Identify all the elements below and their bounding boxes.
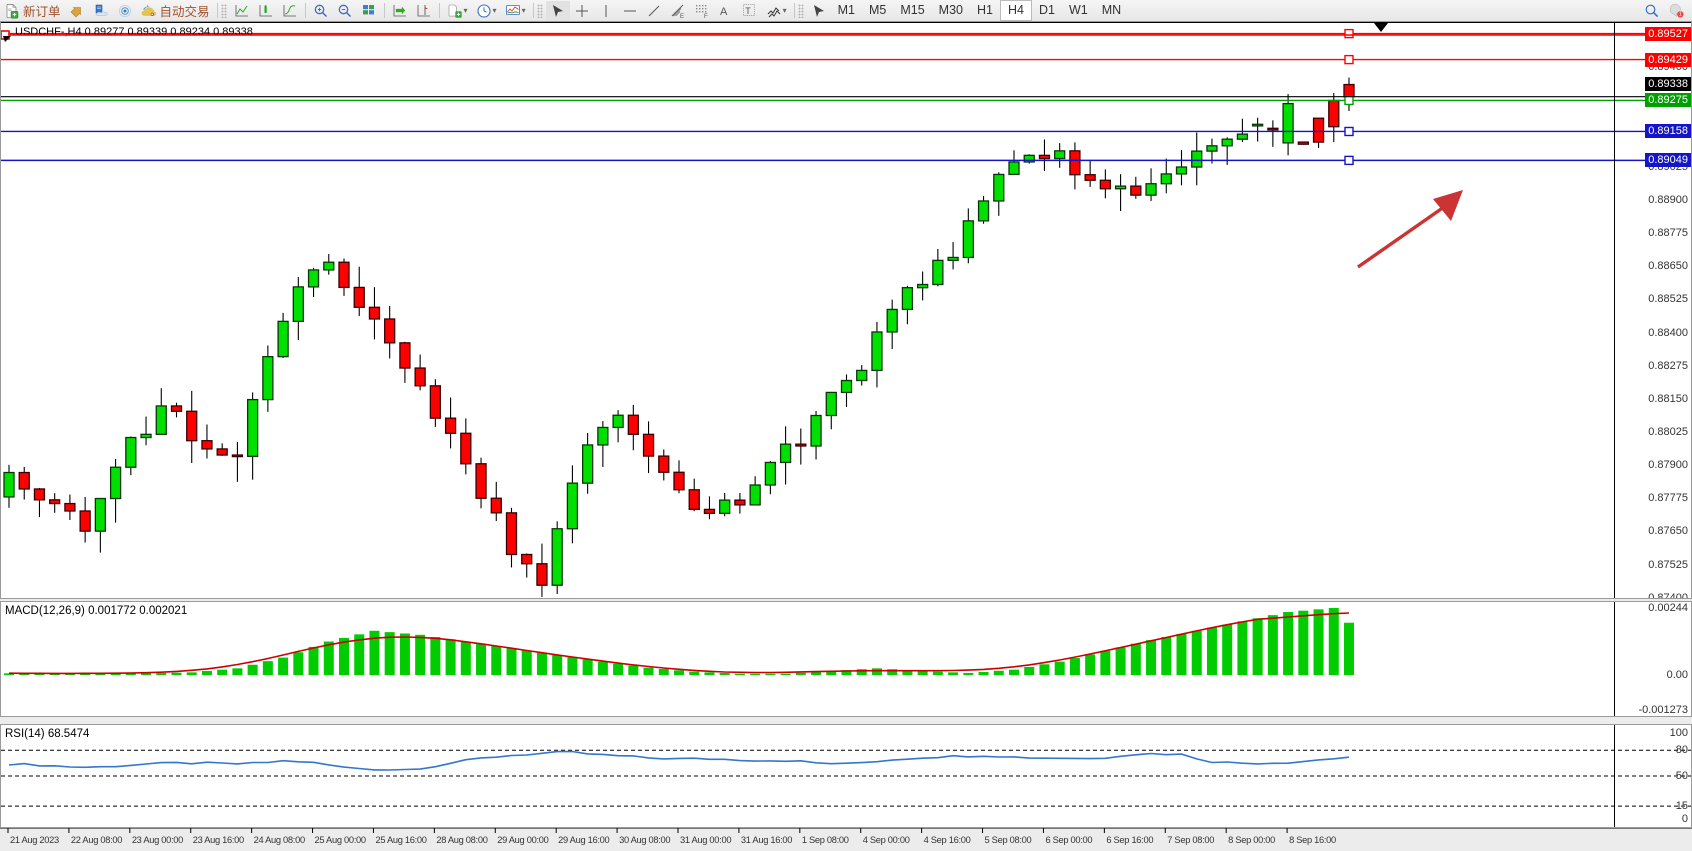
svg-text:T: T [745,6,751,16]
svg-text:6 Sep 00:00: 6 Sep 00:00 [1045,835,1092,845]
svg-text:F: F [704,14,708,19]
svg-text:A: A [720,6,728,18]
svg-text:1: 1 [1679,11,1682,17]
svg-text:8 Sep 00:00: 8 Sep 00:00 [1228,835,1275,845]
svg-text:RSI(14) 68.5474: RSI(14) 68.5474 [5,728,90,740]
svg-text:5 Sep 08:00: 5 Sep 08:00 [985,835,1032,845]
svg-text:USDCHF-,H4 0.89277 0.89339 0.: USDCHF-,H4 0.89277 0.89339 0.89234 0.893… [15,26,253,38]
svg-text:1 Sep 08:00: 1 Sep 08:00 [802,835,849,845]
svg-text:4 Sep 00:00: 4 Sep 00:00 [863,835,910,845]
svg-text:22 Aug 08:00: 22 Aug 08:00 [71,835,122,845]
svg-text:25 Aug 16:00: 25 Aug 16:00 [375,835,426,845]
svg-text:29 Aug 00:00: 29 Aug 00:00 [497,835,548,845]
svg-text:MACD(12,26,9) 0.001772 0.00202: MACD(12,26,9) 0.001772 0.002021 [5,605,187,617]
svg-text:29 Aug 16:00: 29 Aug 16:00 [558,835,609,845]
svg-text:8 Sep 16:00: 8 Sep 16:00 [1289,835,1336,845]
svg-text:25 Aug 00:00: 25 Aug 00:00 [315,835,366,845]
svg-text:31 Aug 00:00: 31 Aug 00:00 [680,835,731,845]
svg-text:6 Sep 16:00: 6 Sep 16:00 [1106,835,1153,845]
svg-text:7 Sep 08:00: 7 Sep 08:00 [1167,835,1214,845]
svg-text:24 Aug 08:00: 24 Aug 08:00 [254,835,305,845]
svg-text:31 Aug 16:00: 31 Aug 16:00 [741,835,792,845]
svg-text:23 Aug 16:00: 23 Aug 16:00 [193,835,244,845]
svg-text:E: E [680,14,684,19]
svg-text:23 Aug 00:00: 23 Aug 00:00 [132,835,183,845]
svg-text:28 Aug 08:00: 28 Aug 08:00 [436,835,487,845]
svg-text:4 Sep 16:00: 4 Sep 16:00 [924,835,971,845]
svg-text:30 Aug 08:00: 30 Aug 08:00 [619,835,670,845]
svg-text:21 Aug 2023: 21 Aug 2023 [10,835,59,845]
